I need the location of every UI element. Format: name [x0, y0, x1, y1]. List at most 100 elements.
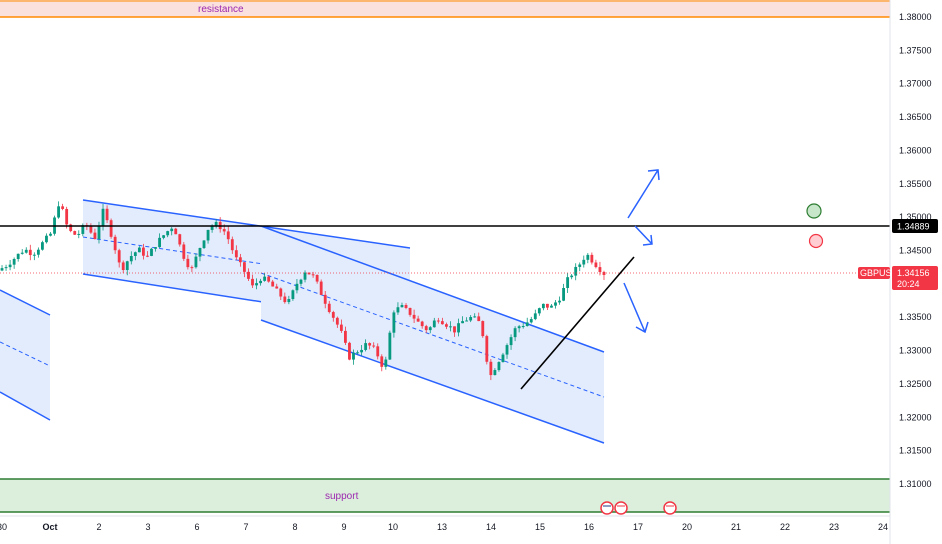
candle: [129, 251, 133, 265]
candle: [45, 233, 48, 244]
y-tick-label: 1.35000: [899, 212, 932, 222]
candle: [424, 324, 428, 333]
candle: [497, 361, 501, 372]
candle: [396, 302, 400, 315]
candle: [194, 253, 198, 269]
candle: [251, 274, 254, 289]
candle: [578, 262, 582, 272]
candle: [303, 270, 307, 283]
candle: [586, 253, 590, 264]
candle: [392, 310, 396, 338]
candle: [73, 230, 77, 235]
candle: [388, 330, 392, 360]
candle: [364, 339, 368, 352]
candle: [400, 302, 404, 308]
candle: [230, 236, 234, 254]
candle: [32, 252, 36, 261]
candle: [372, 342, 376, 349]
candle: [509, 334, 513, 350]
candle: [598, 261, 602, 276]
trendline: [520, 256, 635, 390]
candle: [315, 274, 319, 284]
candle: [449, 321, 452, 332]
candle: [566, 272, 570, 293]
candle: [335, 316, 339, 328]
x-tick-label: 14: [486, 522, 496, 532]
candle: [174, 227, 178, 235]
event-flags: [600, 501, 677, 515]
candle: [263, 273, 267, 282]
candle: [206, 229, 210, 244]
channel-left-lower: [0, 391, 51, 421]
candle: [61, 203, 65, 211]
candle: [436, 317, 440, 324]
y-tick-label: 1.31000: [899, 479, 932, 489]
candle: [505, 343, 509, 359]
candle: [493, 368, 497, 376]
candle: [481, 320, 485, 338]
resistance-label: resistance: [198, 4, 244, 15]
x-tick-label: 23: [829, 522, 839, 532]
candle: [49, 231, 52, 237]
candle: [113, 234, 117, 254]
candle: [513, 326, 517, 342]
candle: [376, 343, 380, 360]
candle: [20, 249, 24, 255]
y-tick-label: 1.32000: [899, 412, 932, 422]
candle: [319, 279, 323, 296]
candle: [36, 247, 40, 258]
candle: [453, 326, 456, 337]
candle: [299, 278, 303, 287]
x-tick-label: 24: [878, 522, 888, 532]
candle: [445, 322, 448, 330]
support-zone: [0, 479, 890, 512]
candle: [158, 233, 161, 248]
us-flag-icon-2: [663, 501, 677, 515]
candle: [574, 263, 578, 281]
y-tick-label: 1.37500: [899, 45, 932, 55]
channel-b-upper: [260, 225, 605, 353]
candle: [485, 334, 489, 365]
candle: [529, 316, 533, 324]
candle: [428, 326, 432, 334]
arrow-down-right-icon: [634, 225, 653, 246]
candle: [89, 223, 93, 235]
candle: [554, 300, 557, 309]
candle: [198, 247, 202, 262]
candle: [570, 274, 574, 280]
candle: [12, 257, 16, 269]
x-tick-labels: 30Oct2367891013141516172021222324: [0, 522, 888, 532]
candle: [311, 271, 315, 278]
candle: [590, 252, 594, 265]
candle: [133, 251, 137, 261]
candle: [154, 247, 157, 252]
arrow-up-icon: [627, 169, 660, 219]
candle: [440, 317, 444, 325]
x-tick-label: 13: [437, 522, 447, 532]
candle: [432, 317, 436, 328]
candle: [360, 345, 363, 356]
y-tick-label: 1.38000: [899, 12, 932, 22]
candle: [255, 278, 258, 290]
candle: [368, 342, 372, 350]
candle: [558, 296, 561, 305]
candle: [291, 289, 295, 301]
candle: [461, 316, 464, 324]
channel-left-upper: [0, 289, 51, 316]
candle: [283, 292, 287, 304]
candle: [243, 261, 246, 278]
candle: [546, 303, 549, 311]
y-tick-label: 1.33500: [899, 312, 932, 322]
candle: [41, 240, 44, 251]
candle: [602, 270, 606, 281]
arrow-down-icon: [623, 282, 649, 334]
candle: [352, 349, 355, 365]
candle: [525, 317, 529, 327]
candle: [521, 322, 525, 329]
x-tick-label: 16: [584, 522, 594, 532]
channels-layer: [0, 199, 605, 444]
candle: [166, 230, 170, 238]
candle: [384, 356, 388, 370]
